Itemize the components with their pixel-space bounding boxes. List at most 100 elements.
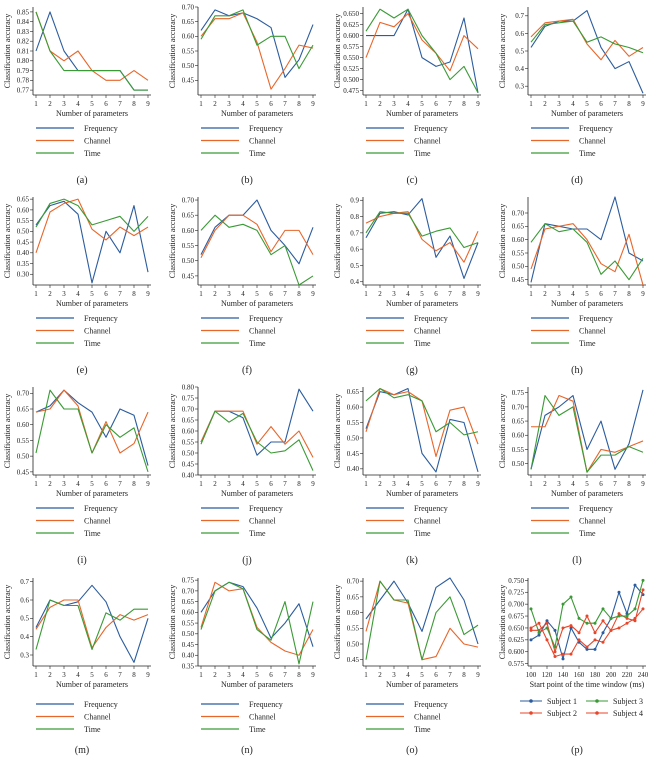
y-tick-label: 0.4 [350, 278, 359, 286]
x-tick-label: 1 [199, 480, 203, 488]
data-point [617, 590, 621, 594]
y-tick-label: 0.50 [512, 460, 525, 468]
panel-label: (e) [76, 365, 87, 376]
y-tick-label: 0.75 [182, 394, 195, 402]
y-tick-label: 0.70 [347, 578, 360, 586]
x-axis-label: Number of parameters [56, 299, 128, 308]
x-tick-label: 7 [118, 290, 122, 298]
x-axis-label: Number of parameters [221, 109, 293, 118]
legend-label: Channel [414, 517, 441, 526]
panel-label: (a) [76, 175, 87, 186]
chart-m: 0.3 0.4 0.5 0.6 0.7 1 2 3 4 5 6 7 8 9 Number of parame… [3, 578, 151, 756]
data-point [593, 638, 597, 642]
legend-label: Channel [249, 517, 276, 526]
x-tick-label: 5 [420, 671, 424, 679]
data-point [593, 647, 597, 651]
x-tick-label: 6 [104, 671, 108, 679]
legend-label: Subject 1 [547, 697, 577, 706]
y-tick-label: 0.80 [182, 383, 195, 391]
y-axis-label: Classification accuracy [498, 394, 507, 468]
data-point [553, 654, 557, 658]
y-tick-label: 0.65 [182, 598, 195, 606]
data-point [545, 619, 549, 623]
data-point [529, 638, 533, 642]
chart-n: 0.35 0.40 0.45 0.50 0.55 0.60 0.65 0.70 0.75 1 2 3 4… [168, 577, 316, 756]
chart-d: 0.3 0.4 0.5 0.6 0.7 1 2 3 4 5 6 7 8 9 Number of parame… [498, 7, 646, 186]
data-point [569, 626, 573, 630]
data-point [561, 657, 565, 661]
x-tick-label: 8 [627, 100, 631, 108]
x-tick-label: 100 [526, 671, 537, 679]
y-tick-label: 0.70 [512, 403, 525, 411]
x-tick-label: 1 [364, 290, 368, 298]
x-tick-label: 1 [529, 290, 533, 298]
y-tick-label: 0.65 [17, 405, 30, 413]
legend-label: Channel [84, 713, 111, 722]
y-tick-label: 0.50 [512, 263, 525, 271]
y-tick-label: 0.70 [182, 405, 195, 413]
panel-label: (g) [406, 365, 418, 376]
y-tick-label: 0.6 [20, 596, 29, 604]
legend-label: Subject 4 [613, 709, 643, 718]
y-axis-label: Classification accuracy [168, 14, 177, 88]
legend-label: Time [84, 149, 101, 158]
data-point [585, 614, 589, 618]
y-tick-label: 0.60 [182, 227, 195, 235]
chart-g: 0.4 0.5 0.6 0.7 0.8 0.9 1 2 3 4 5 6 7 8 9 Number of par… [333, 197, 481, 376]
series-line-frequency [35, 584, 149, 663]
series-line-frequency [35, 11, 148, 91]
series-line-frequency [365, 577, 479, 645]
y-tick-label: 0.45 [182, 77, 195, 85]
y-tick-label: 0.55 [512, 249, 525, 257]
x-tick-label: 2 [378, 290, 382, 298]
y-axis-label: Classification accuracy [333, 394, 342, 468]
legend-label: Frequency [84, 700, 118, 709]
legend-label: Time [249, 149, 266, 158]
y-tick-label: 0.60 [17, 206, 30, 214]
series-line-channel [530, 18, 644, 61]
series-line-channel [200, 410, 314, 458]
legend-label: Time [414, 339, 431, 348]
x-tick-label: 5 [255, 100, 259, 108]
x-axis-label: Number of parameters [386, 680, 458, 689]
x-tick-label: 3 [227, 671, 231, 679]
y-tick-label: 0.80 [17, 57, 30, 65]
legend-label: Time [414, 725, 431, 734]
chart-h: 0.45 0.50 0.55 0.60 0.65 0.70 1 2 3 4 5 6 7 8 9 Number … [498, 196, 646, 376]
y-tick-label: 0.35 [182, 662, 195, 670]
y-tick-label: 0.650 [508, 624, 524, 632]
legend-label: Channel [249, 713, 276, 722]
x-tick-label: 7 [118, 480, 122, 488]
y-tick-label: 0.60 [182, 609, 195, 617]
x-tick-label: 7 [283, 480, 287, 488]
data-point [577, 631, 581, 635]
legend-label: Frequency [579, 124, 613, 133]
y-tick-label: 0.50 [182, 257, 195, 265]
x-tick-label: 200 [606, 671, 617, 679]
x-axis-label: Number of parameters [56, 109, 128, 118]
x-axis-label: Number of parameters [221, 299, 293, 308]
legend-label: Frequency [579, 504, 613, 513]
x-tick-label: 6 [434, 290, 438, 298]
x-tick-label: 5 [585, 480, 589, 488]
x-tick-label: 6 [104, 100, 108, 108]
data-point [601, 631, 605, 635]
y-axis-label: Classification accuracy [168, 394, 177, 468]
data-point [545, 621, 549, 625]
series-line-time [200, 581, 314, 665]
x-tick-label: 4 [406, 480, 410, 488]
series-line-frequency [200, 199, 314, 265]
data-point [625, 612, 629, 616]
data-point [633, 583, 637, 587]
x-axis-label: Number of parameters [221, 489, 293, 498]
y-tick-label: 0.65 [182, 212, 195, 220]
series-line-channel [531, 394, 644, 473]
series-line-time [35, 599, 148, 651]
x-tick-label: 9 [311, 480, 315, 488]
x-tick-label: 5 [90, 671, 94, 679]
x-tick-label: 3 [62, 290, 66, 298]
legend-label: Channel [414, 137, 441, 146]
x-tick-label: 2 [543, 290, 547, 298]
y-axis-label: Classification accuracy [498, 204, 507, 278]
chart-j: 0.40 0.45 0.50 0.55 0.60 0.65 0.70 0.75 0.80 1 2 3 4… [168, 383, 316, 566]
